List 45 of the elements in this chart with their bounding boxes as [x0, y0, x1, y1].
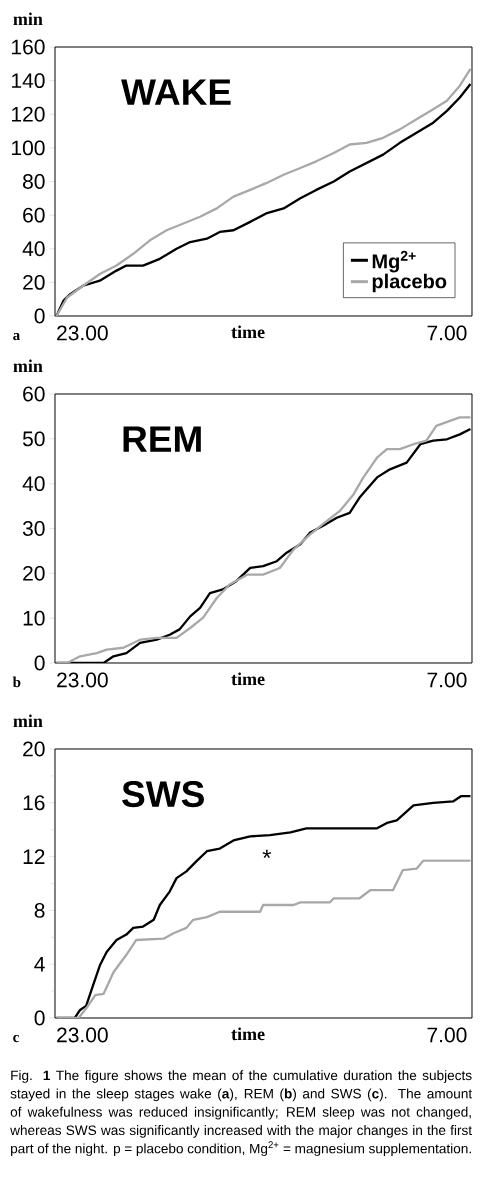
y-tick-label: 160	[12, 39, 45, 55]
x-axis-title: time	[231, 325, 265, 339]
line-series	[55, 859, 472, 1018]
y-tick-label: 0	[34, 655, 45, 671]
y-tick-label: 10	[23, 610, 45, 626]
x-tick-label: 7.00	[427, 672, 467, 688]
y-axis-title: min	[13, 12, 43, 25]
y-tick-label: 20	[23, 274, 45, 290]
y-tick-label: 16	[23, 795, 45, 811]
y-tick-label: 60	[23, 386, 45, 402]
y-axis-title: min	[13, 714, 43, 727]
text: b	[12, 676, 21, 688]
x-tick-label: 23.00	[57, 1027, 108, 1043]
legend-label: placebo	[372, 273, 447, 293]
annotation: *	[262, 849, 272, 859]
text: SWS	[122, 781, 204, 808]
y-tick-label: 4	[34, 956, 45, 972]
y-tick-label: 120	[12, 106, 45, 122]
text: Fig. 1 The figure shows the mean of the cumulative duration the subjects stayed in the sleep stages wake (a), REM (b) and SWS (c). The amount of wakefulness was reduced insignificantly; REM sleep was not changed, whereas SWS was significantly increased with the major changes in the first part of the night. p = placebo condition, Mg$^{2+}$ = magnesium supplementation.	[10, 1070, 473, 1157]
y-tick-label: 0	[34, 308, 45, 324]
y-tick-label: 40	[22, 476, 45, 492]
y-tick-label: 8	[34, 902, 45, 918]
y-tick-label: 80	[23, 174, 45, 189]
x-axis-title: time	[231, 672, 265, 686]
text: c	[13, 1034, 19, 1043]
text: WAKE	[121, 79, 231, 105]
x-tick-label: 7.00	[427, 1027, 467, 1043]
y-tick-label: 140	[12, 73, 45, 89]
x-tick-label: 7.00	[427, 325, 467, 341]
y-tick-label: 100	[12, 140, 45, 156]
text: REM	[123, 426, 201, 452]
x-axis-title: time	[231, 1027, 265, 1041]
y-tick-label: 50	[22, 431, 45, 447]
legend-label: Mg$^{2+}$	[372, 250, 416, 273]
y-tick-label: 30	[22, 521, 45, 536]
text: a	[13, 332, 20, 341]
y-tick-label: 12	[23, 849, 45, 864]
y-tick-label: 0	[34, 1010, 45, 1026]
y-tick-label: 20	[23, 565, 45, 581]
y-tick-label: 60	[23, 207, 45, 223]
y-axis-title: min	[13, 359, 43, 373]
y-tick-label: 20	[23, 741, 45, 757]
x-tick-label: 23.00	[57, 672, 108, 688]
x-tick-label: 23.00	[57, 325, 108, 341]
y-tick-label: 40	[22, 241, 45, 257]
